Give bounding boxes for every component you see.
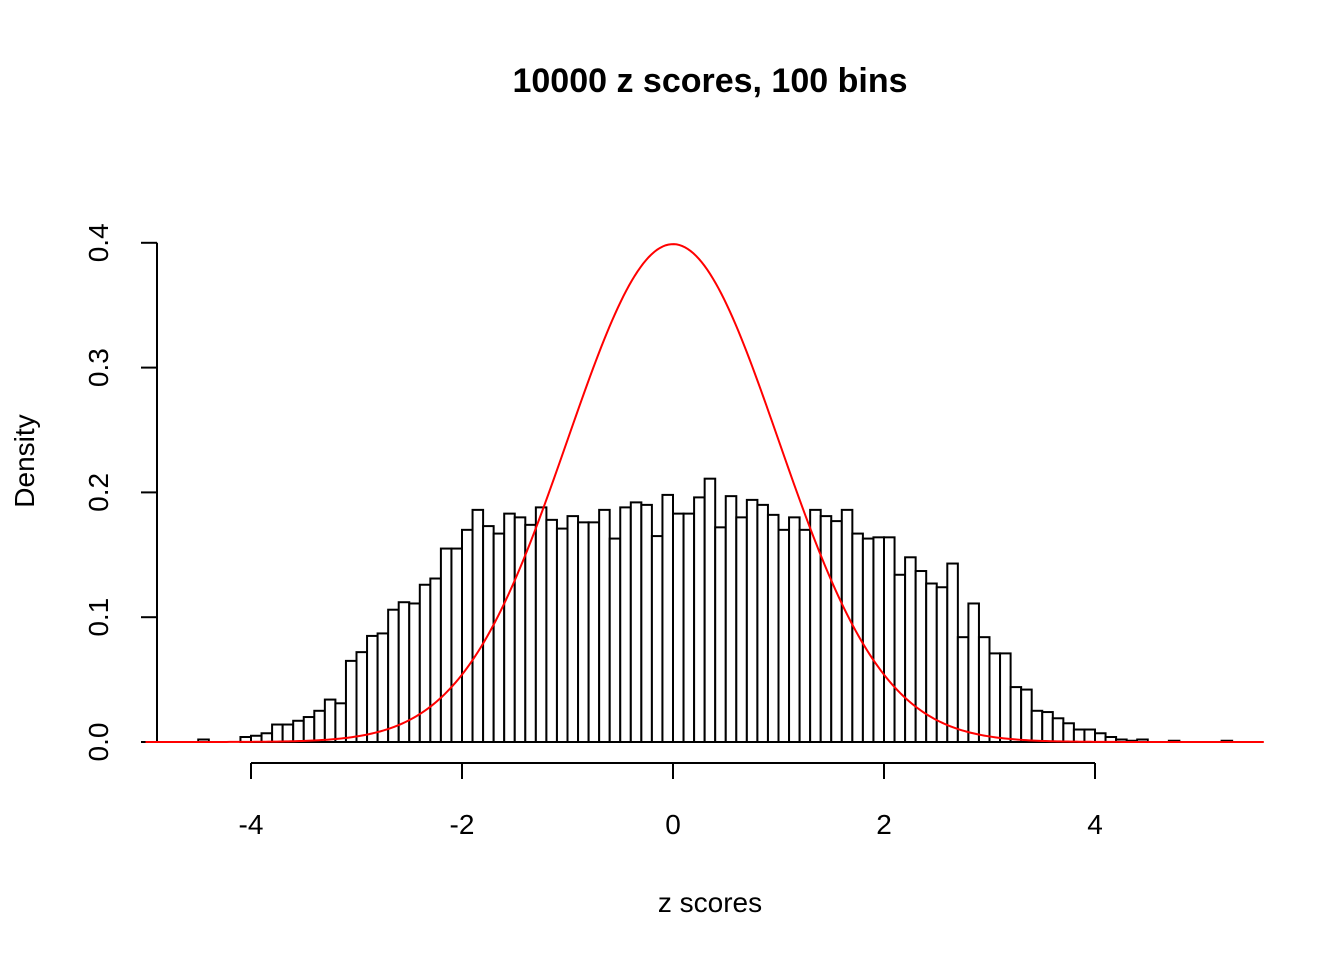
histogram-bar xyxy=(439,547,453,743)
histogram-bar xyxy=(640,503,653,743)
normal-density-curve xyxy=(145,243,1264,743)
y-axis-label: Density xyxy=(9,414,40,507)
histogram-bar xyxy=(956,636,970,743)
histogram-bar xyxy=(323,698,337,744)
histogram-bar xyxy=(650,535,664,744)
histogram-bar xyxy=(904,556,917,743)
histogram-bar xyxy=(1020,688,1033,744)
histogram-bar xyxy=(492,532,506,744)
histogram-bar xyxy=(756,503,769,743)
histogram-bars xyxy=(197,477,1234,744)
histogram-bar xyxy=(450,547,464,743)
histogram-bar xyxy=(1083,728,1096,744)
histogram-bar xyxy=(313,709,326,743)
histogram-bar xyxy=(703,477,717,743)
y-tick-label: 0.1 xyxy=(83,598,114,637)
histogram-bar xyxy=(693,496,706,744)
histogram-bar xyxy=(429,577,442,744)
histogram-bar xyxy=(967,602,980,743)
histogram-bar xyxy=(619,506,632,743)
histogram-bar xyxy=(334,702,347,743)
histogram-bar xyxy=(661,493,675,743)
histogram-bar xyxy=(408,602,421,743)
histogram-bar xyxy=(819,515,833,743)
x-axis: -4 -2 0 2 4 xyxy=(239,762,1103,840)
histogram-bar xyxy=(587,521,601,743)
histogram-bar xyxy=(861,537,875,744)
histogram-bar xyxy=(281,723,295,744)
histogram-bar xyxy=(344,659,358,744)
histogram-bar xyxy=(1094,732,1107,744)
y-tick-label: 0.3 xyxy=(83,348,114,387)
x-tick-label: 4 xyxy=(1087,809,1103,840)
histogram-bar xyxy=(1072,728,1086,744)
histogram-bar xyxy=(366,634,379,743)
histogram-bar xyxy=(788,516,801,743)
histogram-bar xyxy=(745,498,759,744)
histogram-bar xyxy=(629,501,643,743)
histogram-bar xyxy=(302,716,316,743)
histogram-bar xyxy=(418,583,432,743)
histogram-bar xyxy=(672,512,685,743)
histogram-bar xyxy=(555,527,569,744)
x-tick-label: 2 xyxy=(876,809,892,840)
y-tick-label: 0.4 xyxy=(83,223,114,262)
histogram-bar xyxy=(577,521,590,743)
x-axis-label: z scores xyxy=(658,887,762,918)
histogram-bar xyxy=(1051,717,1065,743)
histogram-bar xyxy=(682,512,696,743)
histogram-bar xyxy=(1062,722,1075,744)
y-tick-label: 0.2 xyxy=(83,473,114,512)
x-tick-label: -4 xyxy=(239,809,264,840)
histogram-bar xyxy=(355,651,369,744)
y-tick-label: 0.0 xyxy=(83,723,114,762)
histogram-bar xyxy=(946,562,959,743)
histogram-bar xyxy=(608,537,622,744)
histogram-bar xyxy=(271,723,284,744)
histogram-bar xyxy=(1030,709,1044,743)
x-tick-label: -2 xyxy=(450,809,475,840)
histogram-bar xyxy=(988,652,1002,744)
histogram-bar xyxy=(387,608,400,744)
histogram-bar xyxy=(598,508,611,743)
histogram-bar xyxy=(566,515,580,743)
histogram-bar xyxy=(1009,686,1023,744)
histogram-bar xyxy=(471,508,485,743)
histogram-bar xyxy=(883,536,896,744)
histogram-bar xyxy=(1041,711,1054,743)
histogram-bar xyxy=(872,536,886,744)
histogram-bar xyxy=(935,586,949,743)
histogram-bar xyxy=(376,632,390,743)
histogram-bar xyxy=(534,506,548,743)
histogram-bar xyxy=(714,526,727,744)
histogram-bar xyxy=(503,512,516,743)
histogram-bar xyxy=(735,516,748,743)
histogram-bar xyxy=(999,652,1012,744)
x-tick-label: 0 xyxy=(665,809,681,840)
histogram-bar xyxy=(292,719,305,744)
histogram-bar xyxy=(798,528,812,744)
histogram-bar xyxy=(513,516,527,743)
chart-title: 10000 z scores, 100 bins xyxy=(512,62,907,100)
histogram-bar xyxy=(830,520,843,743)
histogram-bar xyxy=(851,532,864,744)
histogram-bar xyxy=(777,528,791,744)
histogram-bar xyxy=(724,495,738,744)
histogram-bar xyxy=(461,528,474,744)
histogram-bar xyxy=(545,518,558,743)
histogram-bar xyxy=(893,573,907,744)
histogram-bar xyxy=(766,513,780,743)
histogram-bar xyxy=(524,523,537,743)
histogram-bar xyxy=(914,570,928,744)
histogram-bar xyxy=(840,508,854,743)
histogram-bar xyxy=(977,636,991,743)
histogram-bar xyxy=(809,508,822,743)
y-axis: 0.0 0.1 0.2 0.3 0.4 xyxy=(83,223,158,762)
